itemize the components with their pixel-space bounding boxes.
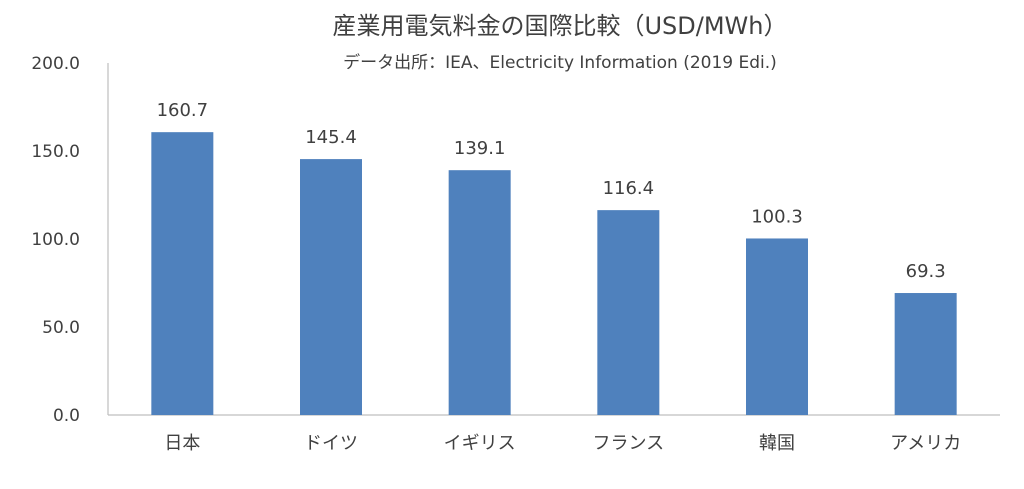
category-labels-group: 日本 ドイツ イギリス フランス 韓国 アメリカ (164, 433, 961, 454)
bar (597, 210, 660, 415)
data-labels-group: 160.7 145.4 139.1 116.4 100.3 69.3 (157, 100, 946, 282)
bar (894, 293, 957, 415)
bar (448, 170, 511, 415)
y-tick-label: 50.0 (42, 318, 80, 338)
y-tick-label: 0.0 (53, 406, 80, 426)
y-tick-label: 200.0 (31, 54, 80, 74)
y-tick-label: 150.0 (31, 142, 80, 162)
chart-subtitle: データ出所：IEA、Electricity Information (2019 … (343, 52, 777, 73)
x-category-label: フランス (593, 433, 665, 454)
x-category-label: アメリカ (890, 433, 961, 454)
y-axis-ticks: 0.0 50.0 100.0 150.0 200.0 (31, 54, 80, 426)
x-category-label: ドイツ (304, 433, 358, 454)
bar (151, 132, 214, 415)
data-label: 69.3 (906, 261, 946, 282)
chart-title: 産業用電気料金の国際比較（USD/MWh） (332, 12, 787, 40)
data-label: 160.7 (157, 100, 209, 121)
data-label: 116.4 (603, 178, 655, 199)
x-category-label: 日本 (164, 433, 200, 454)
data-label: 139.1 (454, 138, 506, 159)
y-tick-label: 100.0 (31, 230, 80, 250)
x-category-label: イギリス (444, 433, 516, 454)
bars-group (151, 132, 957, 415)
bar (746, 238, 808, 415)
x-category-label: 韓国 (759, 433, 795, 454)
bar (300, 159, 362, 415)
data-label: 145.4 (305, 127, 357, 148)
data-label: 100.3 (751, 206, 803, 227)
